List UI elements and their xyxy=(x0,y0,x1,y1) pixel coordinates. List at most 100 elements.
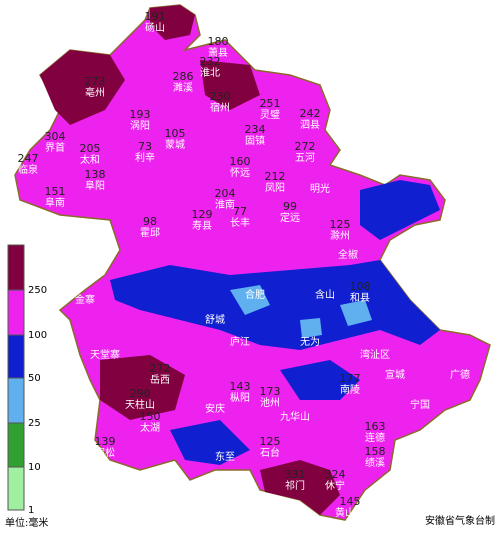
station-name: 石台 xyxy=(260,446,280,459)
station-value: 163 xyxy=(365,420,386,433)
station-value: 151 xyxy=(45,185,66,198)
station-name: 砀山 xyxy=(145,22,165,34)
station-value: 273 xyxy=(85,75,106,88)
station-value: 177 xyxy=(340,372,361,385)
station-name: 黄山市 xyxy=(335,506,365,519)
station-name: 寿县 xyxy=(192,219,212,232)
station-name: 亳州 xyxy=(85,86,105,99)
station-name: 天柱山 xyxy=(125,398,155,411)
place-name: 合肥 xyxy=(245,288,265,301)
station-value: 173 xyxy=(260,385,281,398)
station-name: 五河 xyxy=(295,152,315,164)
station-value: 242 xyxy=(300,107,321,120)
station-value: 331 xyxy=(285,468,306,481)
place-name: 东至 xyxy=(215,450,235,463)
station-name: 宿松 xyxy=(95,446,115,459)
station-name: 阜南 xyxy=(45,196,65,209)
station-name: 泗县 xyxy=(300,119,320,131)
station-name: 枞阳 xyxy=(230,391,250,404)
station-name: 宿州 xyxy=(210,101,230,114)
legend-label: 50 xyxy=(28,373,41,384)
heavy-patches xyxy=(40,5,340,515)
station-name: 固镇 xyxy=(245,134,265,147)
station-name: 绩溪 xyxy=(365,456,385,469)
station-value: 247 xyxy=(18,152,39,165)
station-value: 105 xyxy=(165,127,186,140)
legend xyxy=(7,244,25,511)
station-name: 滁州 xyxy=(330,229,350,242)
station-value: 108 xyxy=(350,280,371,293)
station-name: 连德 xyxy=(365,431,385,444)
station-value: 143 xyxy=(230,380,251,393)
station-name: 祁门 xyxy=(285,479,305,492)
station-value: 180 xyxy=(208,35,229,48)
place-name: 安庆 xyxy=(205,402,225,415)
station-name: 长丰 xyxy=(230,216,250,229)
station-name: 岳西 xyxy=(150,374,170,386)
station-value: 272 xyxy=(150,362,171,375)
station-name: 太和 xyxy=(80,153,100,166)
station-name: 界首 xyxy=(45,141,65,154)
station-value: 125 xyxy=(260,435,281,448)
station-value: 204 xyxy=(215,187,236,200)
station-name: 利辛 xyxy=(135,151,155,164)
station-value: 129 xyxy=(192,208,213,221)
station-name: 灵璧 xyxy=(260,108,280,121)
station-value: 234 xyxy=(245,123,266,136)
place-name: 庐江 xyxy=(230,335,250,348)
legend-label: 25 xyxy=(28,418,41,429)
station-name: 霍邱 xyxy=(140,226,160,239)
station-name: 涡阳 xyxy=(130,120,150,132)
place-name: 宁国 xyxy=(410,398,430,411)
place-name: 舒城 xyxy=(205,313,225,326)
place-name: 湾沚区 xyxy=(360,348,390,361)
station-value: 205 xyxy=(80,142,101,155)
station-value: 304 xyxy=(45,130,66,143)
station-name: 濉溪 xyxy=(173,81,193,94)
place-name: 九华山 xyxy=(280,410,310,423)
station-name: 蒙城 xyxy=(165,138,185,151)
station-value: 324 xyxy=(325,468,346,481)
place-name: 全椒 xyxy=(338,248,358,261)
legend-label: 1 xyxy=(28,505,34,516)
station-value: 145 xyxy=(340,495,361,508)
station-value: 139 xyxy=(95,435,116,448)
place-name: 宣城 xyxy=(385,368,405,381)
station-value: 193 xyxy=(130,108,151,121)
station-value: 150 xyxy=(140,410,161,423)
station-value: 160 xyxy=(230,155,251,168)
station-value: 272 xyxy=(295,140,316,153)
light-patches xyxy=(230,285,372,338)
station-value: 73 xyxy=(138,140,152,153)
station-value: 286 xyxy=(173,70,194,83)
station-value: 98 xyxy=(143,215,157,228)
station-name: 和县 xyxy=(350,292,370,304)
station-value: 232 xyxy=(200,55,221,68)
station-name: 凤阳 xyxy=(265,182,285,194)
source: 安徽省气象台制 xyxy=(425,514,495,527)
place-name: 明光 xyxy=(310,182,330,195)
station-value: 290 xyxy=(130,387,151,400)
station-value: 138 xyxy=(85,168,106,181)
station-value: 125 xyxy=(330,218,351,231)
place-name: 无为 xyxy=(300,336,320,348)
legend-label: 250 xyxy=(28,285,47,296)
station-value: 251 xyxy=(260,97,281,110)
station-name: 淮北 xyxy=(200,67,220,79)
station-name: 太湖 xyxy=(140,421,160,434)
station-name: 临泉 xyxy=(18,163,38,176)
station-value: 158 xyxy=(365,445,386,458)
place-name: 含山 xyxy=(315,288,335,301)
place-name: 天堂寨 xyxy=(90,348,120,361)
station-name: 萧县 xyxy=(208,47,228,59)
legend-label: 10 xyxy=(28,462,41,473)
place-name: 广德 xyxy=(450,368,470,381)
moderate-band xyxy=(110,180,440,465)
station-name: 休宁 xyxy=(325,479,345,492)
station-value: 230 xyxy=(210,90,231,103)
place-name: 金寨 xyxy=(75,293,95,306)
station-name: 阜阳 xyxy=(85,179,105,192)
legend-label: 100 xyxy=(28,330,47,341)
station-name: 淮南 xyxy=(215,198,235,211)
